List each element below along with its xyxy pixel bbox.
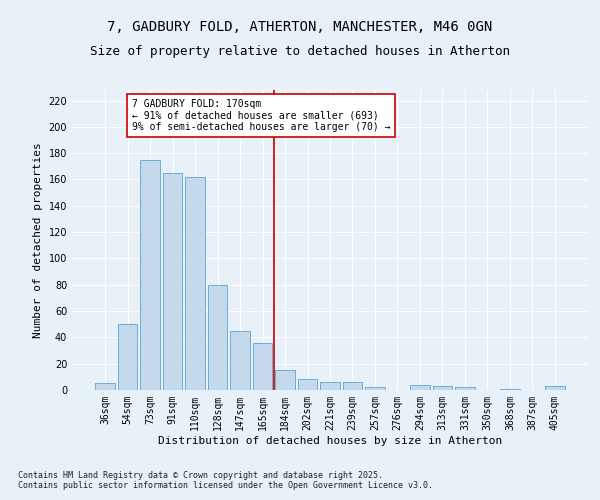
Bar bbox=[320, 382, 340, 390]
Bar bbox=[365, 388, 385, 390]
Bar bbox=[253, 342, 272, 390]
Y-axis label: Number of detached properties: Number of detached properties bbox=[33, 142, 43, 338]
Bar bbox=[230, 331, 250, 390]
Text: Size of property relative to detached houses in Atherton: Size of property relative to detached ho… bbox=[90, 45, 510, 58]
Bar bbox=[275, 370, 295, 390]
Bar bbox=[95, 384, 115, 390]
Text: 7, GADBURY FOLD, ATHERTON, MANCHESTER, M46 0GN: 7, GADBURY FOLD, ATHERTON, MANCHESTER, M… bbox=[107, 20, 493, 34]
Bar bbox=[410, 384, 430, 390]
X-axis label: Distribution of detached houses by size in Atherton: Distribution of detached houses by size … bbox=[158, 436, 502, 446]
Bar bbox=[500, 388, 520, 390]
Text: Contains HM Land Registry data © Crown copyright and database right 2025.
Contai: Contains HM Land Registry data © Crown c… bbox=[18, 470, 433, 490]
Bar bbox=[185, 177, 205, 390]
Bar bbox=[433, 386, 452, 390]
Bar bbox=[140, 160, 160, 390]
Bar bbox=[298, 380, 317, 390]
Bar bbox=[455, 388, 475, 390]
Text: 7 GADBURY FOLD: 170sqm
← 91% of detached houses are smaller (693)
9% of semi-det: 7 GADBURY FOLD: 170sqm ← 91% of detached… bbox=[132, 99, 391, 132]
Bar bbox=[118, 324, 137, 390]
Bar bbox=[343, 382, 362, 390]
Bar bbox=[163, 173, 182, 390]
Bar bbox=[208, 284, 227, 390]
Bar bbox=[545, 386, 565, 390]
